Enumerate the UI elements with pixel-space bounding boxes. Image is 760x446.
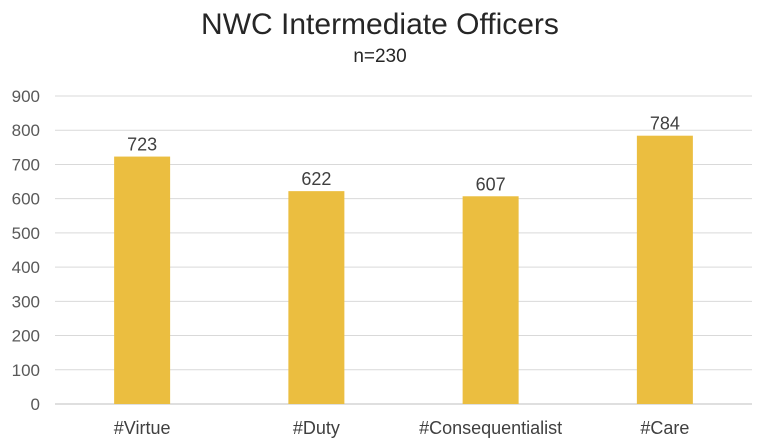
y-tick-label: 600 (12, 190, 40, 209)
y-tick-label: 0 (31, 395, 40, 414)
y-tick-label: 200 (12, 327, 40, 346)
gridlines (55, 95, 752, 405)
bar (114, 156, 171, 404)
x-category-label: #Consequentialist (419, 418, 562, 438)
y-tick-label: 300 (12, 292, 40, 311)
y-tick-label: 700 (12, 155, 40, 174)
y-tick-label: 500 (12, 224, 40, 243)
x-category-label: #Care (640, 418, 689, 438)
chart-subtitle: n=230 (353, 46, 407, 67)
x-category-label: #Duty (293, 418, 340, 438)
y-tick-label: 100 (12, 361, 40, 380)
data-labels: 723 622 607 784 (127, 114, 680, 195)
y-axis-ticks: 0 100 200 300 400 500 600 700 800 900 (12, 87, 40, 414)
chart-title: NWC Intermediate Officers (201, 8, 559, 41)
x-category-label: #Virtue (114, 418, 171, 438)
y-tick-label: 400 (12, 258, 40, 277)
data-label: 784 (650, 114, 680, 134)
data-label: 622 (301, 169, 331, 189)
bar (288, 191, 345, 404)
bar (636, 135, 693, 404)
bars (114, 135, 693, 404)
data-label: 723 (127, 135, 157, 155)
data-label: 607 (476, 174, 506, 194)
y-tick-label: 800 (12, 121, 40, 140)
y-tick-label: 900 (12, 87, 40, 106)
bar (462, 196, 519, 404)
x-axis-categories: #Virtue #Duty #Consequentialist #Care (114, 418, 690, 438)
